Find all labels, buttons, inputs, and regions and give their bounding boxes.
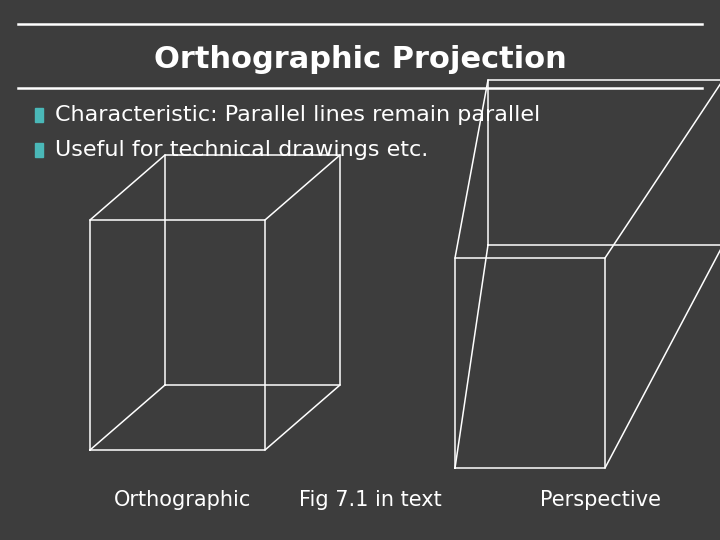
Bar: [35, 108, 43, 122]
Text: Useful for technical drawings etc.: Useful for technical drawings etc.: [55, 140, 428, 160]
Bar: [35, 143, 43, 157]
Text: Orthographic: Orthographic: [114, 490, 252, 510]
Text: Perspective: Perspective: [539, 490, 660, 510]
Text: Fig 7.1 in text: Fig 7.1 in text: [299, 490, 441, 510]
Text: Characteristic: Parallel lines remain parallel: Characteristic: Parallel lines remain pa…: [55, 105, 540, 125]
Text: Orthographic Projection: Orthographic Projection: [153, 45, 567, 75]
